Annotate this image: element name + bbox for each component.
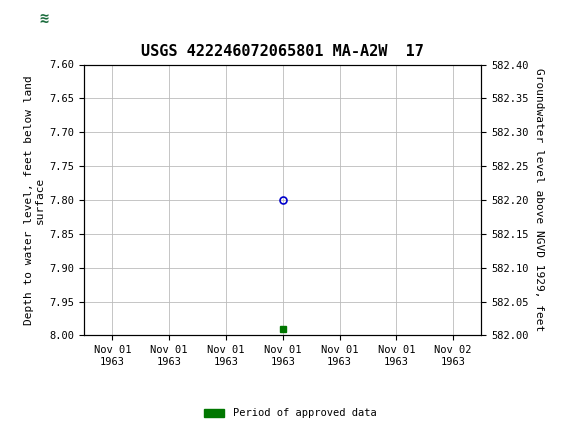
Y-axis label: Depth to water level, feet below land
surface: Depth to water level, feet below land su… — [24, 75, 45, 325]
Y-axis label: Groundwater level above NGVD 1929, feet: Groundwater level above NGVD 1929, feet — [534, 68, 544, 332]
Title: USGS 422246072065801 MA-A2W  17: USGS 422246072065801 MA-A2W 17 — [142, 44, 424, 59]
Text: ≋: ≋ — [39, 12, 48, 26]
Legend: Period of approved data: Period of approved data — [200, 404, 380, 423]
Text: USGS: USGS — [104, 12, 141, 26]
Bar — [3, 3, 84, 35]
